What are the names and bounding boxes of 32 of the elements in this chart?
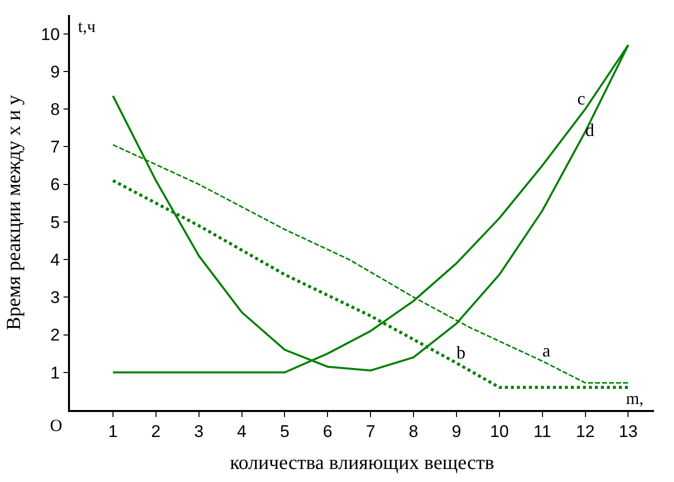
x-tick-label: 3 [194, 422, 204, 442]
annotation: t,ч [78, 17, 96, 36]
x-tick-label: 12 [576, 422, 595, 442]
y-tick-label: 1 [50, 363, 60, 382]
text: O [50, 416, 62, 435]
y-axis-title: Время реакции между x и y [2, 94, 25, 330]
x-tick-label: 1 [108, 422, 118, 442]
x-tick-label: 13 [618, 422, 638, 442]
y-tick-label: 7 [50, 138, 60, 157]
x-tick-label: 6 [322, 422, 332, 442]
y-tick-label: 10 [40, 24, 60, 44]
series-label: d [585, 120, 594, 140]
x-tick-label: 11 [534, 422, 552, 442]
series-label: a [542, 340, 550, 361]
series-label: c [577, 88, 586, 109]
y-tick-label: 9 [50, 62, 60, 82]
x-tick-label: 5 [280, 422, 290, 442]
x-tick-label: 2 [151, 422, 161, 442]
y-tick-label: 8 [50, 100, 60, 119]
y-tick-label: 2 [50, 326, 60, 345]
series-label: b [456, 342, 466, 362]
x-axis-title: количества влияющих веществ [230, 452, 494, 474]
x-tick-label: 7 [366, 422, 376, 442]
y-tick-label: 3 [50, 288, 60, 308]
y-tick-label: 4 [50, 250, 60, 270]
annotation: m, [626, 389, 644, 408]
y-tick-label: 6 [50, 175, 60, 194]
x-tick-label: 9 [452, 422, 462, 442]
x-tick-label: 4 [237, 422, 246, 442]
x-tick-label: 8 [408, 422, 418, 442]
x-tick-label: 10 [490, 422, 509, 442]
y-tick-label: 5 [50, 212, 60, 232]
